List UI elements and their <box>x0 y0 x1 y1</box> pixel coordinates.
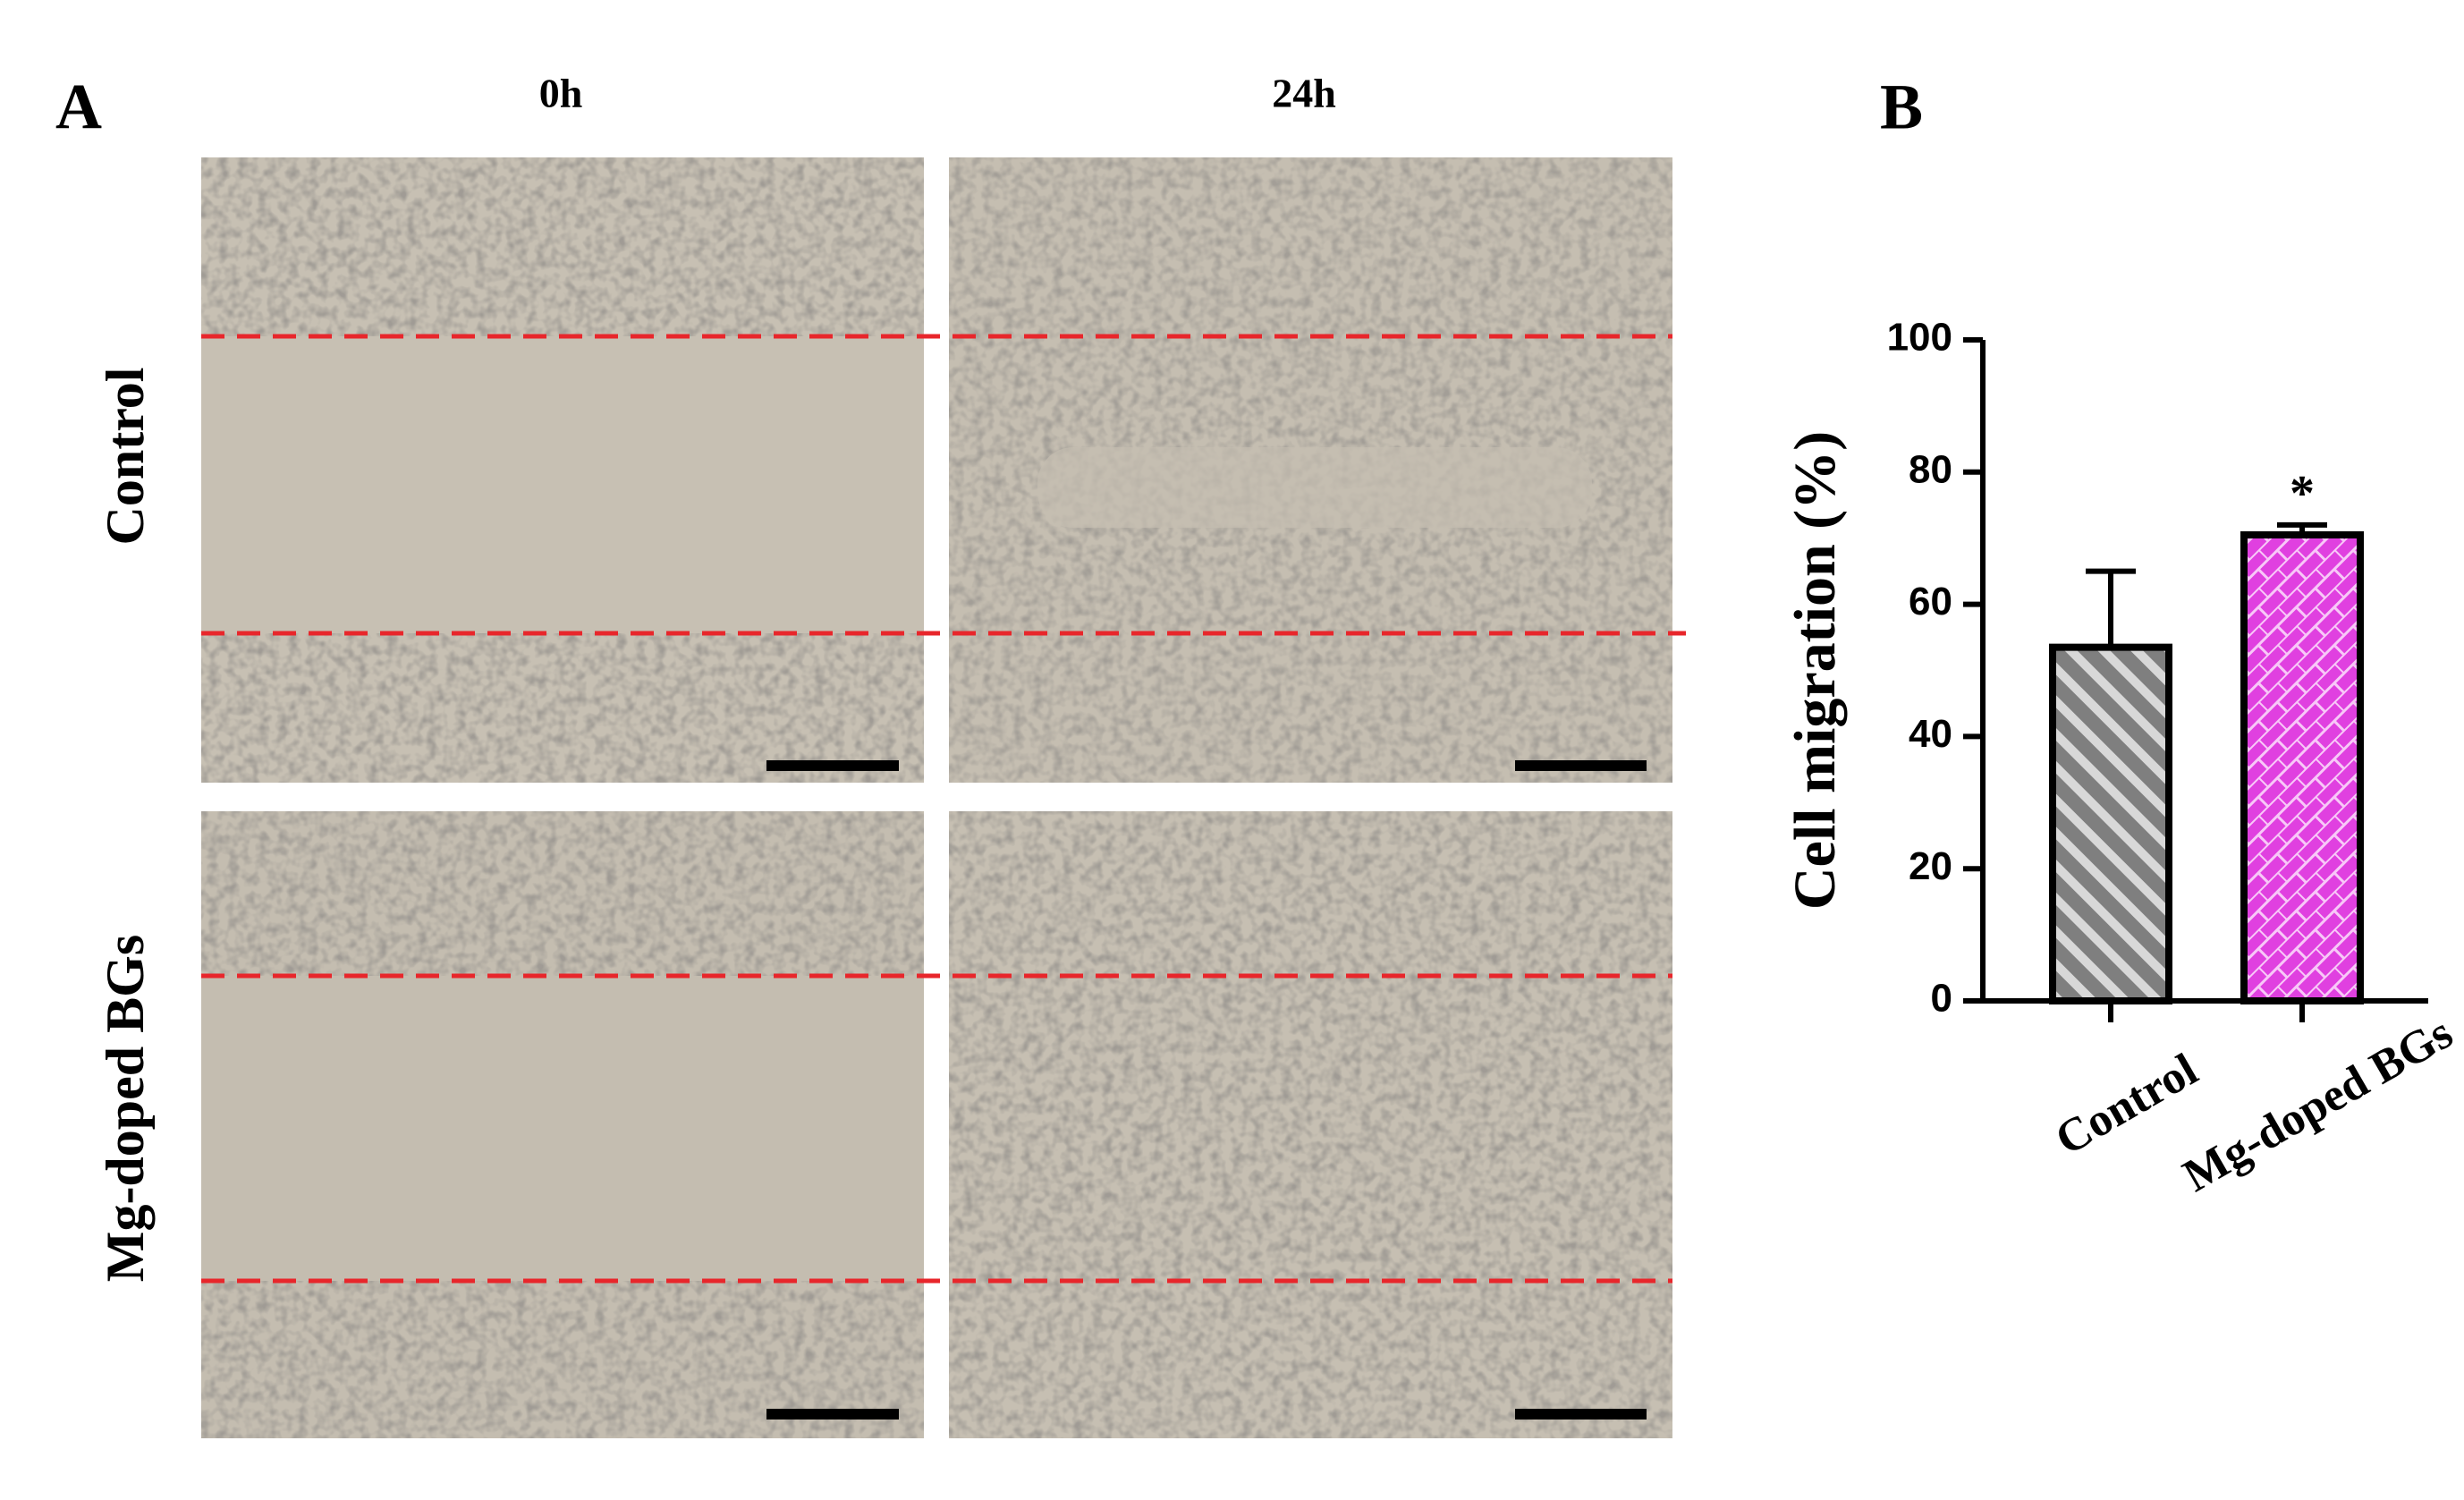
micrograph <box>201 811 924 1438</box>
column-label: 24h <box>1272 71 1336 116</box>
micrograph <box>201 157 924 783</box>
y-tick-label: 20 <box>1909 844 1952 888</box>
panel-label: A <box>55 72 102 143</box>
y-tick-label: 80 <box>1909 447 1952 491</box>
micrographs <box>201 157 1686 1438</box>
micrograph <box>949 157 1672 783</box>
x-tick-label: Mg-doped BGs <box>2175 1007 2461 1202</box>
panel-label: B <box>1880 72 1923 143</box>
bar <box>2049 643 2172 1004</box>
annotation: * <box>2290 466 2315 521</box>
x-tick-label: Control <box>2047 1044 2206 1165</box>
wound-edges <box>201 334 1686 1284</box>
y-tick-label: 0 <box>1931 977 1952 1021</box>
row-label: Mg-doped BGs <box>96 935 155 1282</box>
row-label: Control <box>96 368 155 546</box>
micrograph <box>949 811 1672 1438</box>
bar-chart: 0 20 40 60 80 100 Cell migration (%) ControlMg-… <box>1782 316 2461 1202</box>
scale-bars <box>766 760 1647 1419</box>
y-tick-label: 60 <box>1909 580 1952 623</box>
y-tick-label: 100 <box>1887 316 1952 360</box>
column-label: 0h <box>539 71 583 116</box>
y-tick-label: 40 <box>1909 712 1952 756</box>
y-axis-label: Cell migration (%) <box>1782 431 1848 910</box>
bar <box>2240 531 2364 1004</box>
